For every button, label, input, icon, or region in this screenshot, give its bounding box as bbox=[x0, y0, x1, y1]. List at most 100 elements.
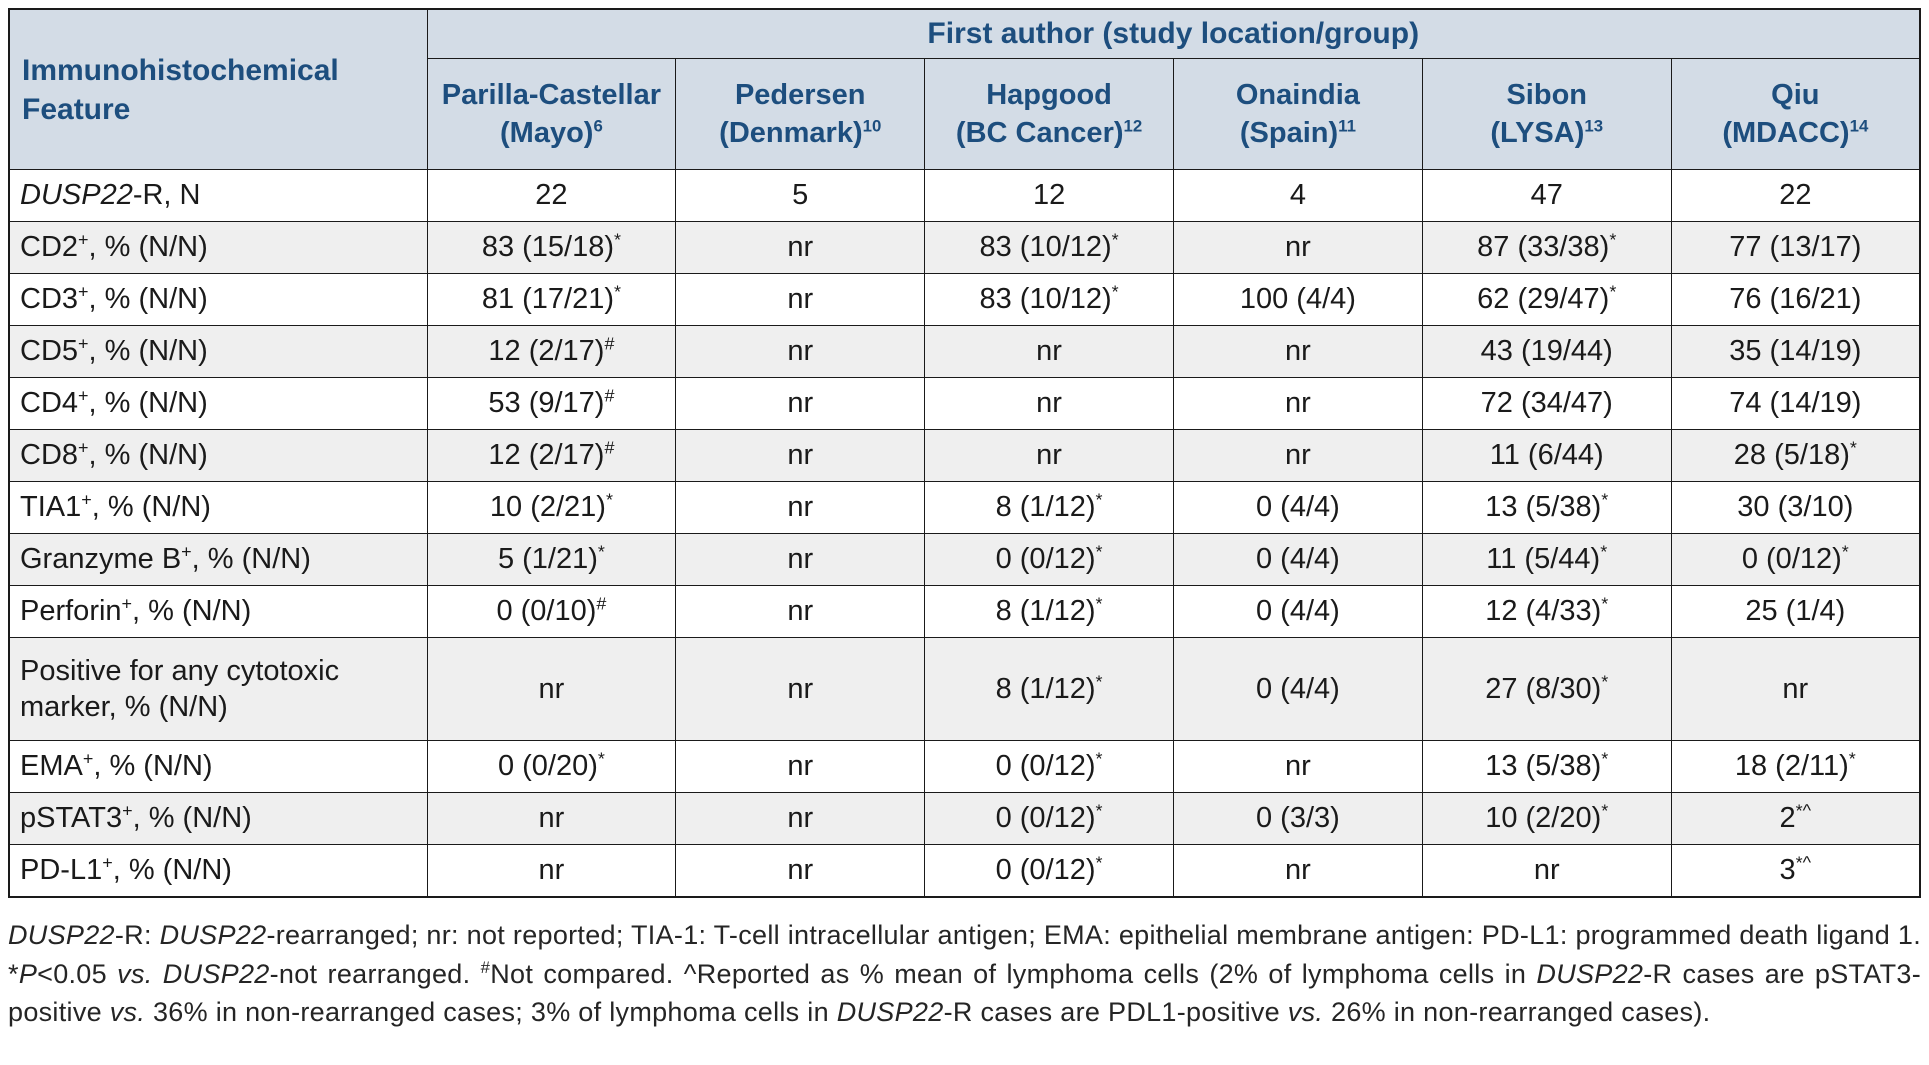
row-feature-label: CD8+, % (N/N) bbox=[8, 429, 428, 482]
value-cell: 0 (4/4) bbox=[1172, 585, 1423, 638]
value-cell: nr bbox=[675, 637, 926, 741]
immunohistochemical-features-table: Immunohistochemical Feature First author… bbox=[8, 8, 1921, 898]
table-row: CD3+, % (N/N) 81 (17/21)* nr 83 (10/12)* 100… bbox=[8, 273, 1921, 326]
study-location: (MDACC)14 bbox=[1722, 116, 1869, 149]
author-name: Parilla-Castellar bbox=[441, 78, 662, 111]
column-header-sibon: Sibon (LYSA)13 bbox=[1421, 58, 1672, 170]
value-cell: 62 (29/47)* bbox=[1421, 273, 1672, 326]
table-row: CD8+, % (N/N) 12 (2/17)# nr nr nr 11 (6/44) 28… bbox=[8, 429, 1921, 482]
row-feature-label: PD-L1+, % (N/N) bbox=[8, 844, 428, 898]
value-cell: 30 (3/10) bbox=[1670, 481, 1921, 534]
table-row: Granzyme B+, % (N/N) 5 (1/21)* nr 0 (0/12)*… bbox=[8, 533, 1921, 586]
value-cell: 83 (10/12)* bbox=[924, 273, 1174, 326]
row-feature-label: CD4+, % (N/N) bbox=[8, 377, 428, 430]
value-cell: 27 (8/30)* bbox=[1421, 637, 1672, 741]
study-location: (BC Cancer)12 bbox=[955, 116, 1143, 149]
value-cell: 22 bbox=[1670, 169, 1921, 222]
value-cell: 0 (0/12)* bbox=[924, 792, 1174, 845]
group-header-row: Immunohistochemical Feature First author… bbox=[8, 8, 1921, 170]
value-cell: 43 (19/44) bbox=[1421, 325, 1672, 378]
row-feature-label: CD5+, % (N/N) bbox=[8, 325, 428, 378]
reference-number: 12 bbox=[1123, 116, 1143, 136]
value-cell: 76 (16/21) bbox=[1670, 273, 1921, 326]
value-cell: nr bbox=[675, 325, 926, 378]
value-cell: nr bbox=[426, 637, 677, 741]
table-row: CD2+, % (N/N) 83 (15/18)* nr 83 (10/12)* nr 8… bbox=[8, 221, 1921, 274]
reference-number: 10 bbox=[862, 116, 882, 136]
value-cell: 12 (2/17)# bbox=[426, 429, 677, 482]
value-cell: nr bbox=[1172, 844, 1423, 898]
value-cell: 4 bbox=[1172, 169, 1423, 222]
row-feature-label: EMA+, % (N/N) bbox=[8, 740, 428, 793]
value-cell: nr bbox=[675, 377, 926, 430]
value-cell: 13 (5/38)* bbox=[1421, 481, 1672, 534]
column-header-qiu: Qiu (MDACC)14 bbox=[1670, 58, 1921, 170]
value-cell: nr bbox=[924, 429, 1174, 482]
value-cell: 25 (1/4) bbox=[1670, 585, 1921, 638]
value-cell: 5 bbox=[675, 169, 926, 222]
value-cell: 0 (3/3) bbox=[1172, 792, 1423, 845]
value-cell: 3*^ bbox=[1670, 844, 1921, 898]
table-row: Positive for any cytotoxic marker, % (N/… bbox=[8, 637, 1921, 741]
value-cell: 0 (0/12)* bbox=[1670, 533, 1921, 586]
value-cell: 0 (4/4) bbox=[1172, 637, 1423, 741]
value-cell: nr bbox=[924, 325, 1174, 378]
value-cell: 28 (5/18)* bbox=[1670, 429, 1921, 482]
value-cell: 22 bbox=[426, 169, 677, 222]
table-body: DUSP22-R, N 22 5 12 4 47 22 CD2+, % (N/N) 83 (15… bbox=[8, 169, 1921, 898]
value-cell: 13 (5/38)* bbox=[1421, 740, 1672, 793]
value-cell: 0 (4/4) bbox=[1172, 481, 1423, 534]
reference-number: 6 bbox=[593, 116, 603, 136]
corner-header: Immunohistochemical Feature bbox=[8, 8, 428, 170]
value-cell: 11 (6/44) bbox=[1421, 429, 1672, 482]
table-row: EMA+, % (N/N) 0 (0/20)* nr 0 (0/12)* nr 13 (5… bbox=[8, 740, 1921, 793]
value-cell: 0 (0/12)* bbox=[924, 533, 1174, 586]
value-cell: 0 (0/12)* bbox=[924, 844, 1174, 898]
value-cell: nr bbox=[675, 481, 926, 534]
value-cell: 53 (9/17)# bbox=[426, 377, 677, 430]
value-cell: nr bbox=[675, 429, 926, 482]
author-name: Qiu bbox=[1771, 78, 1820, 111]
value-cell: nr bbox=[924, 377, 1174, 430]
value-cell: 87 (33/38)* bbox=[1421, 221, 1672, 274]
value-cell: nr bbox=[1172, 325, 1423, 378]
value-cell: 18 (2/11)* bbox=[1670, 740, 1921, 793]
value-cell: nr bbox=[675, 740, 926, 793]
value-cell: 81 (17/21)* bbox=[426, 273, 677, 326]
value-cell: 100 (4/4) bbox=[1172, 273, 1423, 326]
value-cell: 8 (1/12)* bbox=[924, 637, 1174, 741]
value-cell: 77 (13/17) bbox=[1670, 221, 1921, 274]
study-location: (Denmark)10 bbox=[719, 116, 882, 149]
row-feature-label: Positive for any cytotoxic marker, % (N/… bbox=[8, 637, 428, 741]
value-cell: nr bbox=[675, 585, 926, 638]
value-cell: nr bbox=[1421, 844, 1672, 898]
table-header: Immunohistochemical Feature First author… bbox=[8, 8, 1921, 170]
value-cell: 2*^ bbox=[1670, 792, 1921, 845]
reference-number: 13 bbox=[1584, 116, 1604, 136]
study-location: (LYSA)13 bbox=[1490, 116, 1604, 149]
value-cell: 0 (4/4) bbox=[1172, 533, 1423, 586]
value-cell: nr bbox=[1172, 740, 1423, 793]
value-cell: nr bbox=[675, 792, 926, 845]
table-row: CD4+, % (N/N) 53 (9/17)# nr nr nr 72 (34/47) 7… bbox=[8, 377, 1921, 430]
row-feature-label: TIA1+, % (N/N) bbox=[8, 481, 428, 534]
value-cell: 35 (14/19) bbox=[1670, 325, 1921, 378]
value-cell: nr bbox=[1172, 429, 1423, 482]
column-header-onaindia: Onaindia (Spain)11 bbox=[1172, 58, 1423, 170]
author-name: Sibon bbox=[1506, 78, 1587, 111]
value-cell: 83 (10/12)* bbox=[924, 221, 1174, 274]
study-location: (Spain)11 bbox=[1239, 116, 1356, 149]
study-location: (Mayo)6 bbox=[500, 116, 603, 149]
value-cell: nr bbox=[675, 221, 926, 274]
row-feature-label: pSTAT3+, % (N/N) bbox=[8, 792, 428, 845]
row-feature-label: CD2+, % (N/N) bbox=[8, 221, 428, 274]
row-feature-label: Perforin+, % (N/N) bbox=[8, 585, 428, 638]
value-cell: nr bbox=[426, 844, 677, 898]
value-cell: nr bbox=[1670, 637, 1921, 741]
column-header-parilla-castellar: Parilla-Castellar (Mayo)6 bbox=[426, 58, 677, 170]
value-cell: nr bbox=[675, 533, 926, 586]
row-feature-label: Granzyme B+, % (N/N) bbox=[8, 533, 428, 586]
page-container: Immunohistochemical Feature First author… bbox=[8, 8, 1921, 1027]
group-header: First author (study location/group) bbox=[426, 8, 1921, 59]
value-cell: 5 (1/21)* bbox=[426, 533, 677, 586]
